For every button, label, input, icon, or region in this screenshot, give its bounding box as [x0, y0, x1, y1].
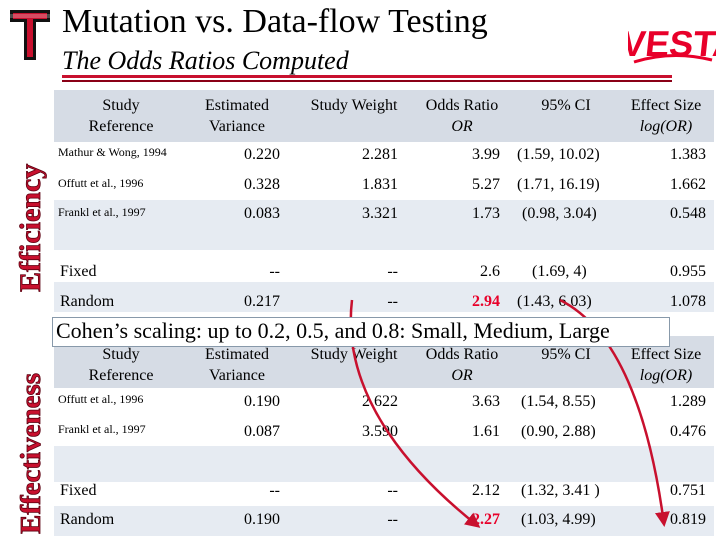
table-cell-weight: --	[387, 263, 398, 280]
page-title: Mutation vs. Data-flow Testing	[62, 3, 488, 40]
table-cell-weight: 2.622	[362, 393, 398, 410]
svg-text:Effectiveness: Effectiveness	[15, 373, 47, 534]
summary-row-ref: Random	[60, 293, 115, 310]
table-cell-var: 0.083	[244, 205, 280, 222]
table-cell-weight: 3.321	[362, 205, 398, 222]
table-cell-or-highlight: 2.94	[472, 293, 500, 310]
table-cell-ci: (0.90, 2.88)	[521, 423, 596, 440]
effectiveness-table: Study Reference Estimated Variance Study W…	[54, 336, 714, 536]
table-cell-or: 5.27	[472, 176, 500, 193]
col-header-effect-size: Effect Size log(OR)	[630, 97, 702, 135]
table-cell-weight: --	[387, 293, 398, 310]
table-row-ref: Mathur & Wong, 1994	[58, 145, 167, 159]
cohen-scaling-banner: Cohen’s scaling: up to 0.2, 0.5, and 0.8…	[56, 318, 610, 343]
row-band	[54, 200, 714, 250]
col-header-study-ref: Study Reference	[88, 346, 154, 384]
table-cell-or: 3.63	[472, 393, 500, 410]
table-row-ref: Offutt et al., 1996	[58, 176, 144, 190]
table-cell-var: 0.190	[244, 393, 280, 410]
table-row-ref: Offutt et al., 1996	[58, 392, 144, 406]
table-cell-ci: (1.54, 8.55)	[521, 393, 596, 410]
table-cell-or: 2.12	[472, 482, 500, 499]
table-row-ref: Frankl et al., 1997	[58, 205, 146, 219]
table-cell-or: 2.6	[480, 263, 500, 280]
table-row-ref: Frankl et al., 1997	[58, 422, 146, 436]
table-cell-weight: --	[387, 482, 398, 499]
cohen-banner-box	[52, 317, 670, 347]
table-cell-or: 1.73	[472, 205, 500, 222]
row-band	[54, 506, 714, 536]
title-rule	[62, 75, 672, 78]
summary-row-ref: Fixed	[60, 482, 97, 499]
col-header-est-var: Estimated Variance	[205, 346, 269, 384]
col-header-est-var: Estimated Variance	[205, 97, 269, 135]
summary-row-ref: Fixed	[60, 263, 97, 280]
table-cell-ci: (0.98, 3.04)	[522, 205, 597, 222]
table-cell-var: 0.190	[244, 511, 280, 528]
efficiency-side-label: Efficiency	[12, 96, 48, 296]
col-header-odds-ratio: Odds Ratio OR	[425, 346, 499, 384]
table-cell-ci: (1.32, 3.41 )	[521, 482, 600, 499]
col-header-odds-ratio: Odds Ratio OR	[425, 97, 499, 135]
summary-row-ref: Random	[60, 511, 115, 528]
table-cell-es: 1.662	[670, 176, 706, 193]
row-band	[54, 446, 714, 482]
col-header-ci: 95% CI	[541, 346, 591, 363]
table-cell-es: 1.383	[670, 146, 706, 163]
table-cell-weight: --	[387, 511, 398, 528]
table-cell-es: 1.078	[670, 293, 706, 310]
table-cell-ci: (1.71, 16.19)	[517, 176, 600, 193]
efficiency-table: Study Reference Estimated Variance Study W…	[54, 90, 714, 320]
row-band	[54, 282, 714, 312]
table-cell-es: 0.751	[670, 482, 706, 499]
col-header-study-ref: Study Reference	[88, 97, 154, 135]
table-cell-ci: (1.59, 10.02)	[517, 146, 600, 163]
table-cell-var: 0.087	[244, 423, 280, 440]
page-subtitle: The Odds Ratios Computed	[62, 46, 349, 75]
table-cell-es: 0.476	[670, 423, 706, 440]
table-cell-es: 0.955	[670, 263, 706, 280]
table-cell-var: 0.220	[244, 146, 280, 163]
title-rule-dark	[62, 80, 672, 82]
table-cell-ci: (1.69, 4)	[532, 263, 587, 280]
table-cell-ci: (1.43, 6.03)	[517, 293, 592, 310]
effectiveness-side-label: Effectiveness	[12, 320, 48, 536]
arrow-effect-size	[559, 298, 670, 527]
col-header-ci: 95% CI	[541, 97, 591, 114]
table-cell-var: --	[269, 482, 280, 499]
table-cell-es: 0.819	[670, 511, 706, 528]
table-cell-or: 1.61	[472, 423, 500, 440]
col-header-study-weight: Study Weight	[310, 97, 398, 114]
texas-tech-logo	[6, 4, 54, 66]
table-cell-var: --	[269, 263, 280, 280]
table-cell-es: 1.289	[670, 393, 706, 410]
svg-text:Efficiency: Efficiency	[14, 164, 47, 292]
table-cell-es: 0.548	[670, 205, 706, 222]
table-cell-var: 0.217	[244, 293, 280, 310]
table-cell-weight: 2.281	[362, 146, 398, 163]
col-header-effect-size: Effect Size log(OR)	[630, 346, 702, 384]
table-cell-weight: 1.831	[362, 176, 398, 193]
header-row-bg	[54, 90, 714, 142]
table-cell-ci: (1.03, 4.99)	[521, 511, 596, 528]
table-cell-var: 0.328	[244, 176, 280, 193]
table-cell-or: 3.99	[472, 146, 500, 163]
